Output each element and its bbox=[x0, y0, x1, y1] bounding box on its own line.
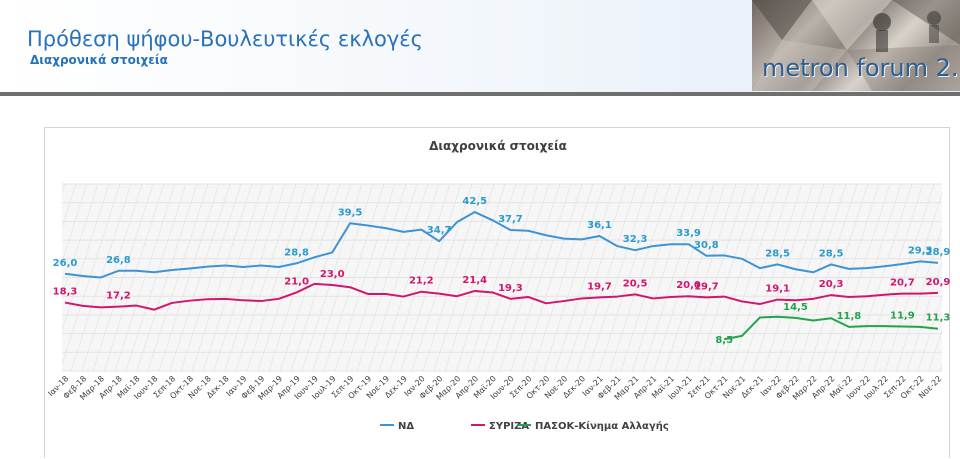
grid-hatch-line bbox=[45, 184, 54, 371]
data-label: 28,9 bbox=[926, 247, 951, 258]
data-label: 39,5 bbox=[338, 207, 363, 218]
data-label: 20,7 bbox=[890, 278, 915, 289]
grid-hatch-line bbox=[62, 184, 88, 264]
series-line-ΣΥΡΙΖΑ bbox=[64, 282, 939, 311]
data-label: 19,7 bbox=[694, 281, 719, 292]
data-label: 11,8 bbox=[837, 311, 862, 322]
page-subtitle: Διαχρονικά στοιχεία bbox=[30, 53, 168, 67]
data-label: 14,5 bbox=[783, 302, 808, 313]
series-line-ΝΔ bbox=[64, 211, 939, 279]
data-label: 37,7 bbox=[498, 214, 523, 225]
header-divider bbox=[0, 92, 960, 96]
data-label: 30,8 bbox=[694, 240, 719, 251]
data-label: 20,0 bbox=[676, 280, 701, 291]
data-label: 11,9 bbox=[890, 310, 915, 321]
logo-text-shadow: metron forum 2.0 bbox=[763, 55, 960, 83]
data-label: 26,8 bbox=[106, 255, 131, 266]
logo-background-pattern bbox=[752, 0, 960, 91]
data-label: 21,2 bbox=[409, 276, 434, 287]
legend-item-2[interactable]: ΠΑΣΟΚ-Κίνημα Αλλαγής bbox=[517, 420, 669, 432]
line-chart: Διαχρονικά στοιχεία 26,0 26,8 28,8 39,5 34,7… bbox=[45, 139, 951, 432]
data-label: 19,3 bbox=[498, 283, 523, 294]
data-label: 21,0 bbox=[284, 276, 309, 287]
x-axis-tick-labels: Ιαν-18Φεβ-18Μαρ-18Απρ-18Μαϊ-18Ιουν-18Σεπ… bbox=[46, 374, 943, 402]
data-label: 19,7 bbox=[587, 281, 612, 292]
grid-hatch-line bbox=[928, 329, 942, 371]
data-label: 36,1 bbox=[587, 220, 612, 231]
data-label: 34,7 bbox=[427, 225, 452, 236]
data-label: 26,0 bbox=[53, 258, 78, 269]
data-label: 32,3 bbox=[623, 234, 648, 245]
data-label: 17,2 bbox=[106, 291, 131, 302]
data-label: 23,0 bbox=[320, 269, 345, 280]
data-label: 8,5 bbox=[715, 335, 733, 346]
grid bbox=[45, 183, 942, 372]
data-label: 28,8 bbox=[284, 247, 309, 258]
grid-hatch-line bbox=[62, 184, 77, 229]
data-label: 20,5 bbox=[623, 278, 648, 289]
chart-title: Διαχρονικά στοιχεία bbox=[429, 139, 567, 153]
data-labels: 26,0 26,8 28,8 39,5 34,7 42,5 37,7 36,1 32,3 33,9… bbox=[53, 196, 951, 346]
chart-container: Διαχρονικά στοιχεία 26,0 26,8 28,8 39,5 34,7… bbox=[44, 127, 950, 458]
series-lines bbox=[64, 211, 939, 341]
legend-label: ΠΑΣΟΚ-Κίνημα Αλλαγής bbox=[535, 420, 669, 432]
data-label: 21,4 bbox=[462, 275, 487, 286]
legend-label: ΝΔ bbox=[398, 421, 414, 432]
series-line-ΠΑΣΟΚ-Κίνημα Αλλαγής bbox=[724, 315, 939, 341]
data-label: 28,5 bbox=[765, 248, 790, 259]
legend-label: ΣΥΡΙΖΑ bbox=[489, 421, 529, 432]
logo-text: metron forum 2.0 bbox=[762, 54, 960, 82]
page-header: Πρόθεση ψήφου-Βουλευτικές εκλογές Διαχρο… bbox=[0, 0, 960, 92]
grid-hatch-line bbox=[917, 294, 942, 371]
data-label: 19,1 bbox=[765, 284, 790, 295]
data-label: 18,3 bbox=[53, 287, 78, 298]
data-label: 42,5 bbox=[462, 196, 487, 207]
data-label: 28,5 bbox=[819, 248, 844, 259]
data-label: 33,9 bbox=[676, 228, 701, 239]
data-label: 20,9 bbox=[926, 277, 951, 288]
page-title: Πρόθεση ψήφου-Βουλευτικές εκλογές bbox=[27, 27, 423, 51]
metron-forum-logo: metron forum 2.0 metron forum 2.0 bbox=[752, 0, 960, 91]
chart-legend[interactable]: ΝΔ ΣΥΡΙΖΑ ΠΑΣΟΚ-Κίνημα Αλλαγής bbox=[380, 420, 669, 432]
legend-item-1[interactable]: ΣΥΡΙΖΑ bbox=[471, 421, 529, 432]
data-label: 20,3 bbox=[819, 279, 844, 290]
legend-item-0[interactable]: ΝΔ bbox=[380, 421, 414, 432]
data-label: 11,3 bbox=[926, 313, 951, 324]
data-label: 29,3 bbox=[908, 245, 933, 256]
